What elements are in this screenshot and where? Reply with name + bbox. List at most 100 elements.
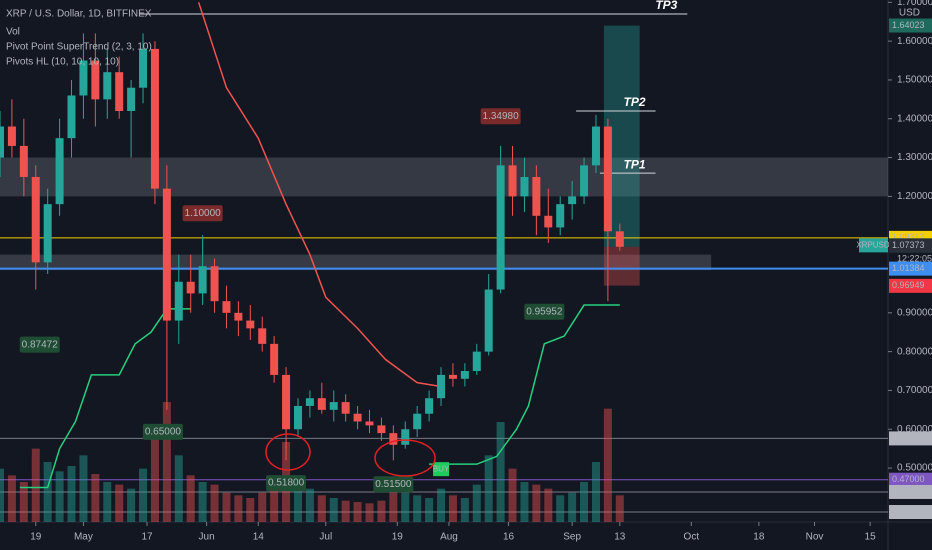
candle-body [401, 429, 410, 445]
volume-bar [222, 492, 231, 522]
volume-bar [389, 482, 398, 522]
candle-body [282, 374, 291, 430]
pivot-label: 0.65000 [145, 426, 182, 437]
pivot-label: 0.95952 [526, 306, 563, 317]
x-tick-label: Jul [319, 532, 332, 543]
pivot-box [524, 303, 565, 320]
plot: TP3 TP2 TP1 0.87472 0.65000 1.10000 0.51800 0.5… [0, 0, 888, 522]
x-tick-label: May [74, 532, 93, 543]
candle-body [413, 413, 422, 430]
volume-bar [353, 502, 362, 522]
indicator-label: Pivots HL (10, 10, 10, 10) [6, 57, 119, 68]
pivot-label: 0.51800 [268, 478, 305, 489]
candle-body [365, 421, 374, 426]
countdown: 12:22:05 [897, 254, 932, 264]
candle-body [7, 126, 16, 146]
pivot-box [480, 108, 521, 125]
pivot-label: 1.34980 [483, 111, 520, 122]
candle-body [270, 343, 279, 375]
candle-body [353, 413, 362, 422]
volume-bar [317, 495, 326, 522]
candle-body [91, 60, 100, 100]
candle-body [55, 138, 64, 205]
volume-bar [508, 468, 517, 522]
volume-bar [401, 492, 410, 522]
volume-bar [341, 500, 350, 522]
supertrend-line [19, 304, 620, 489]
y-tick-label: 0.90000 [897, 307, 932, 318]
candle-body [341, 402, 350, 414]
symbol-label: XRPUSD [856, 240, 890, 249]
y-tick-label: 1.60000 [897, 36, 932, 47]
volume-bar [556, 495, 565, 522]
volume-bar [496, 422, 505, 522]
volume-bar [31, 448, 40, 522]
signal-label: BUY [433, 464, 450, 473]
price-tag-label: 0.57642 [892, 433, 925, 443]
volume-bar [198, 482, 207, 522]
candle-body [79, 60, 88, 96]
volume-bar [329, 498, 338, 522]
candle-body [115, 72, 124, 111]
volume-bar [174, 455, 183, 522]
candle-body [603, 126, 612, 232]
price-tag-label: 0.47000 [892, 474, 925, 484]
target-label: TP3 [655, 0, 677, 12]
volume-bar [270, 482, 279, 522]
candle-body [210, 266, 219, 302]
candle-body [150, 48, 159, 189]
volume-bar [568, 492, 577, 522]
indicator-label: Pivot Point SuperTrend (2, 3, 10) [6, 42, 152, 53]
chart-title: XRP / U.S. Dollar, 1D, BITFINEX [6, 9, 152, 20]
x-tick-label: 13 [614, 532, 626, 543]
price-tag [889, 278, 932, 293]
currency-label: USD [899, 8, 920, 19]
volume-bar [91, 474, 100, 522]
candle-body [186, 281, 195, 294]
price-tag-label: 1.09312 [892, 232, 925, 242]
zone [0, 157, 888, 197]
y-tick-label: 1.50000 [897, 75, 932, 86]
y-tick-label: 0.70000 [897, 385, 932, 396]
candle-body [508, 165, 517, 197]
y-tick-label: 1.70000 [897, 0, 932, 8]
volume-bar [615, 495, 624, 522]
volume-bar [532, 484, 541, 522]
x-tick-label: 18 [753, 532, 765, 543]
volume-bar [425, 498, 434, 522]
candle-body [317, 398, 326, 410]
candle-body [103, 72, 112, 100]
candle-body [520, 176, 529, 197]
candle-body [31, 176, 40, 263]
candle-body [246, 320, 255, 329]
volume-bar [305, 488, 314, 522]
volume-bar [67, 466, 76, 522]
candle-body [591, 126, 600, 166]
volume-bar [377, 500, 386, 522]
candle-body [329, 402, 338, 410]
volume-bar [162, 402, 171, 522]
candle-body [556, 204, 565, 228]
volume-bar [472, 484, 481, 522]
volume-bar [55, 471, 64, 522]
candle-body [234, 312, 243, 321]
y-tick-label: 1.20000 [897, 191, 932, 202]
x-tick-label: 19 [30, 532, 42, 543]
candle-body [460, 371, 469, 379]
volume-bar [43, 462, 52, 522]
volume-bar [0, 468, 4, 522]
x-tick-label: 17 [141, 532, 153, 543]
price-tag-label: 0.43839 [892, 486, 925, 496]
x-tick-label: Aug [440, 532, 458, 543]
price-tag-label: 1.01384 [892, 263, 925, 273]
volume-bar [150, 428, 159, 522]
volume-bar [413, 495, 422, 522]
volume-bar [484, 455, 493, 522]
annotation-circle [265, 433, 311, 471]
candle-body [484, 289, 493, 352]
y-tick-label: 1.40000 [897, 113, 932, 124]
volume-bar [186, 475, 195, 522]
price-tag [889, 484, 932, 499]
candle-body [568, 196, 577, 205]
x-tick-label: 14 [253, 532, 265, 543]
